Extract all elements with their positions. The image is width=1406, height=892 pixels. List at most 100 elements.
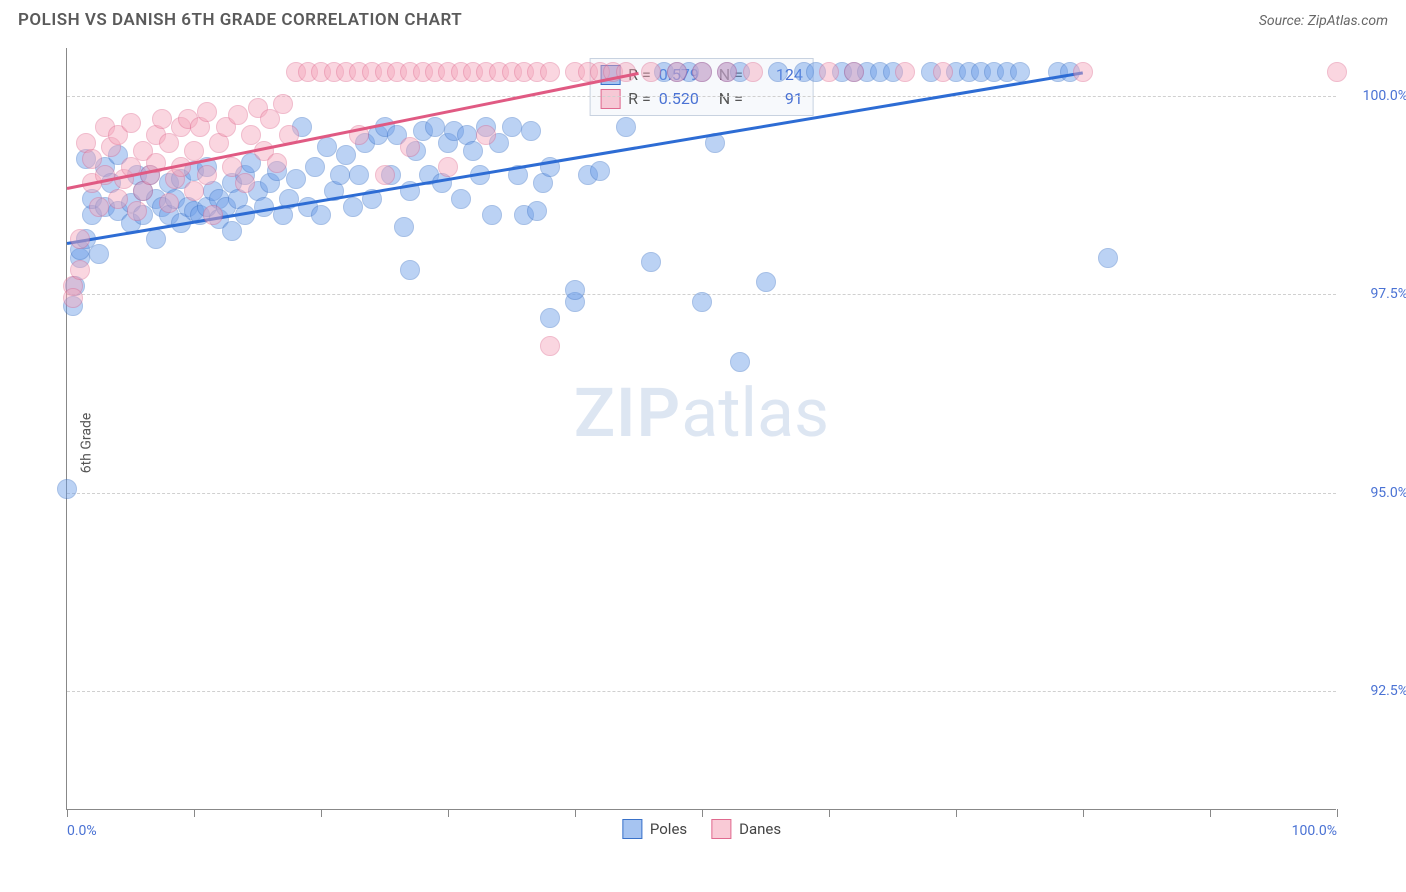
data-point xyxy=(184,181,204,201)
gridline xyxy=(67,493,1336,494)
legend-n-label: N = xyxy=(719,87,743,111)
legend-row: R = 0.520 N = 91 xyxy=(600,87,803,111)
legend-label: Poles xyxy=(650,820,687,838)
data-point xyxy=(152,109,172,129)
data-point xyxy=(768,62,788,82)
data-point xyxy=(305,157,325,177)
data-point xyxy=(438,157,458,177)
data-point xyxy=(146,229,166,249)
data-point xyxy=(482,205,502,225)
data-point xyxy=(375,165,395,185)
data-point xyxy=(692,292,712,312)
watermark: ZIPatlas xyxy=(574,373,829,453)
legend-r-value: 0.520 xyxy=(659,87,711,111)
x-tick xyxy=(194,809,195,817)
data-point xyxy=(63,288,83,308)
data-point xyxy=(502,117,522,137)
data-point xyxy=(1010,62,1030,82)
data-point xyxy=(590,161,610,181)
data-point xyxy=(451,189,471,209)
data-point xyxy=(127,201,147,221)
data-point xyxy=(521,121,541,141)
data-point xyxy=(286,169,306,189)
x-tick xyxy=(321,809,322,817)
data-point xyxy=(743,62,763,82)
x-tick-label: 100.0% xyxy=(1292,823,1337,839)
gridline xyxy=(67,691,1336,692)
x-tick xyxy=(702,809,703,817)
data-point xyxy=(336,145,356,165)
legend-label: Danes xyxy=(739,820,781,838)
legend-swatch xyxy=(711,819,731,839)
data-point xyxy=(641,62,661,82)
x-tick xyxy=(1083,809,1084,817)
data-point xyxy=(349,165,369,185)
data-point xyxy=(400,137,420,157)
legend-n-value: 91 xyxy=(751,87,803,111)
data-point xyxy=(197,165,217,185)
plot-area: ZIPatlas R = 0.579N = 124R = 0.520N = 91… xyxy=(66,48,1336,810)
data-point xyxy=(89,197,109,217)
data-point xyxy=(159,193,179,213)
data-point xyxy=(121,113,141,133)
data-point xyxy=(330,165,350,185)
data-point xyxy=(540,336,560,356)
legend-item: Danes xyxy=(711,819,781,839)
data-point xyxy=(197,102,217,122)
data-point xyxy=(235,173,255,193)
data-point xyxy=(70,260,90,280)
data-point xyxy=(540,62,560,82)
data-point xyxy=(70,229,90,249)
y-tick-label: 92.5% xyxy=(1370,683,1406,699)
data-point xyxy=(565,280,585,300)
chart-container: 6th Grade ZIPatlas R = 0.579N = 124R = 0… xyxy=(44,48,1384,838)
data-point xyxy=(819,62,839,82)
data-point xyxy=(394,217,414,237)
legend-r-label: R = xyxy=(628,87,651,111)
data-point xyxy=(89,244,109,264)
data-point xyxy=(57,479,77,499)
data-point xyxy=(692,62,712,82)
x-tick-label: 0.0% xyxy=(67,823,97,839)
x-tick xyxy=(448,809,449,817)
data-point xyxy=(844,62,864,82)
data-point xyxy=(527,201,547,221)
data-point xyxy=(463,141,483,161)
gridline xyxy=(67,96,1336,97)
data-point xyxy=(267,153,287,173)
data-point xyxy=(311,205,331,225)
source-label: Source: ZipAtlas.com xyxy=(1259,13,1388,29)
x-tick xyxy=(829,809,830,817)
data-point xyxy=(108,189,128,209)
data-point xyxy=(1098,248,1118,268)
data-point xyxy=(756,272,776,292)
chart-title: POLISH VS DANISH 6TH GRADE CORRELATION C… xyxy=(18,10,462,30)
data-point xyxy=(317,137,337,157)
legend-swatch xyxy=(622,819,642,839)
data-point xyxy=(476,125,496,145)
data-point xyxy=(273,94,293,114)
y-tick-label: 100.0% xyxy=(1363,88,1406,104)
data-point xyxy=(400,260,420,280)
legend-item: Poles xyxy=(622,819,687,839)
x-tick xyxy=(67,809,68,817)
data-point xyxy=(203,205,223,225)
y-tick-label: 95.0% xyxy=(1370,485,1406,501)
data-point xyxy=(730,352,750,372)
data-point xyxy=(1073,62,1093,82)
legend-swatch xyxy=(600,89,620,109)
data-point xyxy=(260,109,280,129)
series-legend: Poles Danes xyxy=(622,819,781,839)
data-point xyxy=(343,197,363,217)
data-point xyxy=(641,252,661,272)
x-tick xyxy=(1337,809,1338,817)
data-point xyxy=(228,105,248,125)
data-point xyxy=(616,117,636,137)
x-tick xyxy=(575,809,576,817)
x-tick xyxy=(1210,809,1211,817)
data-point xyxy=(667,62,687,82)
data-point xyxy=(222,221,242,241)
data-point xyxy=(1327,62,1347,82)
data-point xyxy=(933,62,953,82)
data-point xyxy=(540,308,560,328)
